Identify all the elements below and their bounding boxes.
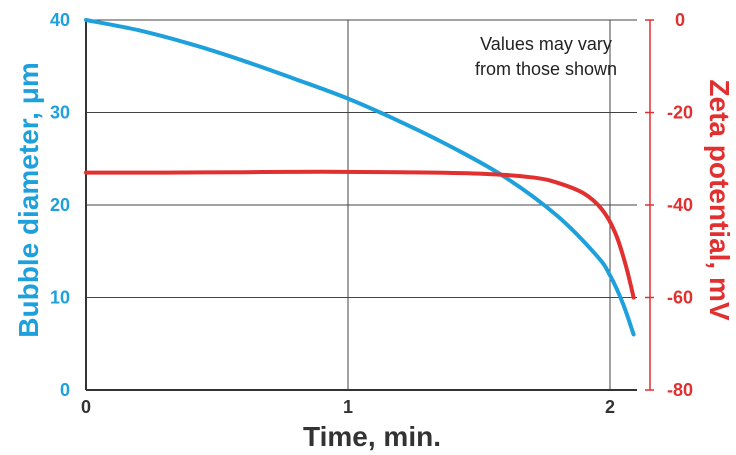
series-line-1 [84,169,636,300]
annotation-line-1: Values may vary [480,34,612,54]
y-right-tick-label-4: -80 [667,380,693,400]
y-left-tick-label-0: 0 [60,380,70,400]
y-left-tick-label-4: 40 [50,10,70,30]
y-left-tick-label-2: 20 [50,195,70,215]
y-left-tick-label-3: 30 [50,103,70,123]
series [84,18,636,337]
x-axis-label: Time, min. [303,421,441,452]
x-tick-label-1: 1 [343,397,353,417]
x-tick-label-2: 2 [605,397,615,417]
y-axis-left-label: Bubble diameter, μm [13,62,44,337]
series-line-0 [84,18,636,337]
y-right-tick-label-3: -60 [667,288,693,308]
y-left-tick-label-1: 10 [50,288,70,308]
y-right-tick-label-0: 0 [675,10,685,30]
annotation-line-2: from those shown [475,59,617,79]
y-right-tick-label-2: -40 [667,195,693,215]
grid [86,19,637,390]
x-tick-label-0: 0 [81,397,91,417]
y-right-tick-label-1: -20 [667,103,693,123]
y-axis-right-label: Zeta potential, mV [704,79,735,320]
